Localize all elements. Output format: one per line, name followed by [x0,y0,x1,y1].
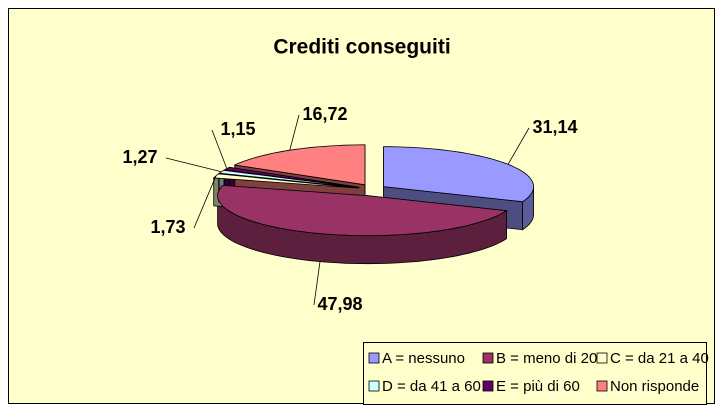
leader-line [313,261,321,306]
legend-swatch [482,380,494,392]
leader-line [289,114,300,151]
leader-line [211,129,228,169]
data-label: 1,15 [220,119,255,139]
legend-swatch [368,380,380,392]
legend-swatch [368,352,380,364]
slice [217,184,508,237]
legend-label: C = da 21 a 40 [610,350,709,367]
legend-swatch [596,380,608,392]
leader-line [165,157,222,173]
data-label: 47,98 [317,294,362,314]
legend-label: D = da 41 a 60 [382,378,481,395]
data-label: 31,14 [532,117,577,137]
chart-title: Crediti conseguiti [273,36,450,59]
leader-line [507,127,530,165]
legend-label: Non risponde [610,378,699,395]
legend-swatch [482,352,494,364]
data-label: 16,72 [302,104,347,124]
leader-line [193,175,217,229]
slice [212,173,359,189]
slice [217,169,360,189]
legend-label: B = meno di 20 [496,350,597,367]
legend-label: E = più di 60 [496,378,580,395]
legend-box [363,342,707,405]
pie [212,144,535,265]
legend-label: A = nessuno [382,350,465,367]
data-label: 1,73 [150,217,185,237]
legend-swatch [596,352,608,364]
data-label: 1,27 [122,147,157,167]
